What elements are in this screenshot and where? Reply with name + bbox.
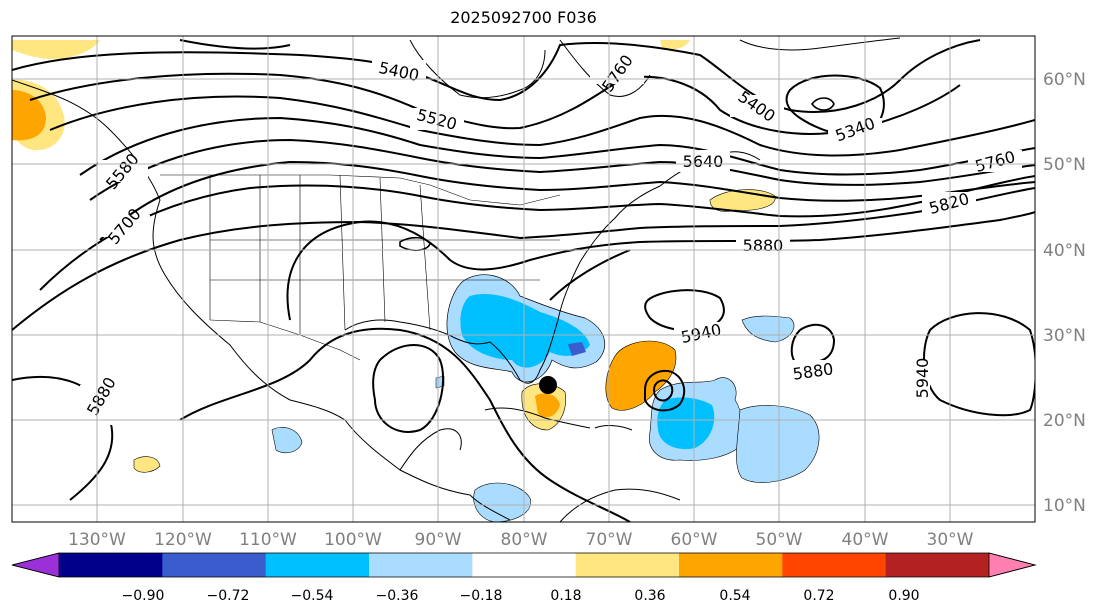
colorbar-tick-label: 0.54 [719,588,750,604]
shade-blue-pacific [271,427,303,454]
colorbar-segment [885,553,990,577]
longitude-labels: 130°W 120°W 110°W 100°W 90°W 80°W 70°W 6… [68,530,974,550]
colorbar-tick-label: 0.90 [888,588,919,604]
lon-label: 60°W [671,530,718,550]
coast-gulf [344,319,491,345]
colorbar-outline [11,552,1037,578]
shade-orange-cuba [535,393,560,418]
colorbar-tick-label: −0.90 [122,588,165,604]
lat-label: 40°N [1043,241,1086,261]
map-frame [11,35,1036,523]
coast-florida [489,319,559,384]
contour-label: 5940 [913,358,932,399]
anomaly-shading [12,40,820,522]
colorbar-segment [782,553,887,577]
contour-label: 5880 [743,236,784,255]
coast-greenland [739,37,901,51]
contour-top-arc [179,39,291,50]
colorbar-tick-label: 0.36 [634,588,665,604]
coast-east-us [557,185,661,321]
colorbar-tick-label: −0.72 [207,588,250,604]
contour-5580 [79,116,1035,176]
graticule [12,36,1035,522]
shade-yellow-north [660,40,690,50]
shade-yellow-nw [12,40,100,60]
contour-5460 [29,72,961,135]
contour-ne-ring [399,236,431,252]
colorbar-segment [59,553,163,577]
contour-5880-gulf [179,327,631,522]
contour-5640 [89,138,1035,201]
colorbar-tick-label: −0.18 [460,588,503,604]
colorbar-tick-label: −0.54 [291,588,334,604]
colorbar-tick-label: 0.72 [803,588,834,604]
coast-central-america [469,494,511,521]
contour-5940-east [923,312,1035,417]
contour-5940-gulf [372,344,444,433]
lon-label: 40°W [842,530,889,550]
colorbar-tick-label: 0.18 [550,588,581,604]
contour-5340-inner [810,97,835,111]
lon-label: 120°W [154,530,212,550]
coast-north-america-west [12,79,471,496]
colorbar-tick-label: −0.36 [376,588,419,604]
map-title: 2025092700 F036 [450,8,597,27]
coast-hudson [409,39,546,99]
contour-5820 [12,187,1035,331]
border-state-6 [419,184,431,331]
colorbar [11,552,1037,578]
contour-5700 [99,160,1035,241]
colorbar-segment [575,553,680,577]
border-us-canada [160,174,561,206]
colorbar-segment [369,553,473,577]
contour-hurricane-inner [652,379,674,402]
coast-labrador [559,39,651,97]
lon-label: 110°W [239,530,297,550]
colorbar-extend-high [988,552,1037,578]
lon-label: 100°W [324,530,382,550]
storm-center-marker [539,376,557,394]
contour-5760 [39,175,1035,291]
lat-label: 60°N [1043,70,1086,90]
contour-5520 [49,95,1035,157]
colorbar-extend-low [11,552,60,578]
colorbar-labels: −0.90 −0.72 −0.54 −0.36 −0.18 0.18 0.36 … [122,588,920,604]
colorbar-segment [472,553,577,577]
lon-label: 50°W [756,530,803,550]
border-state-4 [339,174,346,331]
shade-cyan-southeast-us [460,293,590,368]
coast-yucatan [399,428,462,471]
coast-south-america [559,488,681,522]
colorbar-segment [162,553,267,577]
lon-label: 30°W [927,530,974,550]
lat-label: 20°N [1043,411,1086,431]
shade-cyan-atlantic [657,397,715,450]
shade-orange-west-core [12,90,46,141]
contour-label: 5640 [683,152,724,171]
lat-label: 10°N [1043,496,1086,516]
coast-cuba [484,407,591,429]
latitude-labels: 60°N 50°N 40°N 30°N 20°N 10°N [1043,70,1086,516]
colorbar-segment [265,553,370,577]
shade-blue-central-atlantic [736,405,820,483]
contour-5880-north [286,211,1035,321]
shade-yellow-pacific [133,456,161,473]
lon-label: 80°W [501,530,548,550]
contour-hurricane-outer [644,370,686,412]
lon-label: 70°W [586,530,633,550]
lat-label: 50°N [1043,155,1086,175]
lon-label: 90°W [415,530,462,550]
coast-hispaniola [594,425,633,431]
contour-5400 [12,39,981,113]
shade-blue-core [568,342,586,356]
colorbar-segment [679,553,783,577]
lon-label: 130°W [68,530,126,550]
contour-5940-southeast [549,249,631,301]
lat-label: 30°N [1043,326,1086,346]
